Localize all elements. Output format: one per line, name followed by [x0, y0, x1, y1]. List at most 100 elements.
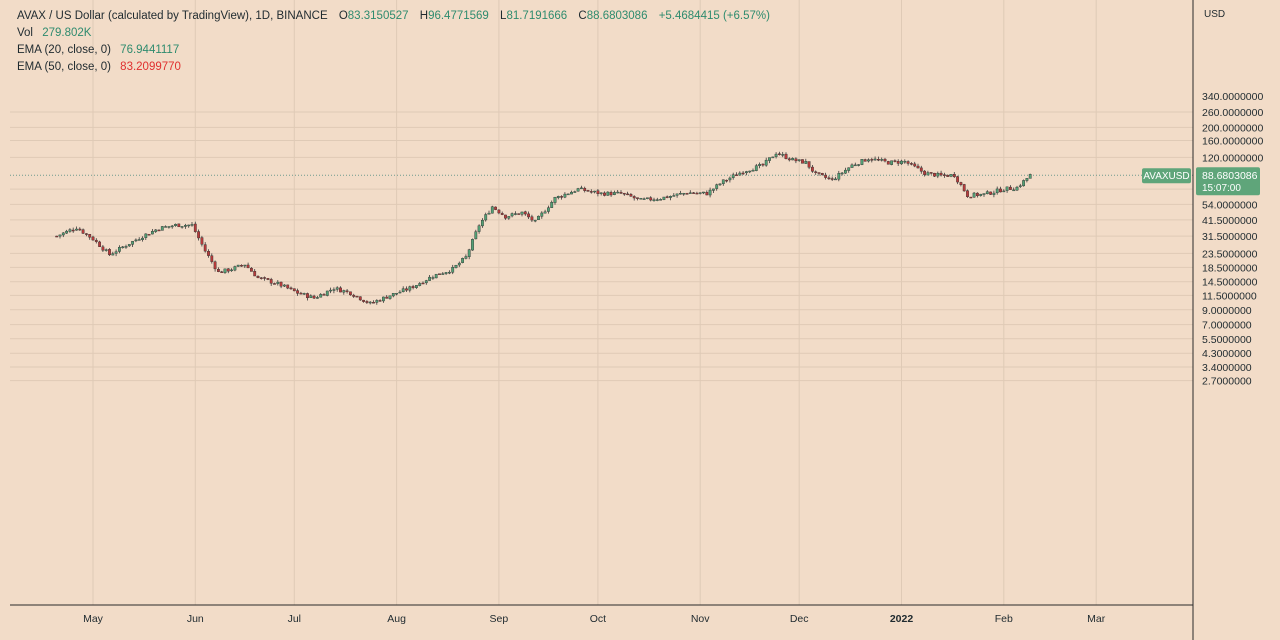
y-tick-label: 23.5000000	[1202, 248, 1258, 260]
candle	[319, 293, 323, 298]
symbol-title[interactable]: AVAX / US Dollar (calculated by TradingV…	[17, 10, 328, 22]
candle	[576, 187, 580, 192]
candle	[296, 288, 299, 296]
candle	[487, 210, 491, 215]
candle	[916, 163, 920, 169]
candle	[599, 192, 603, 196]
candle	[220, 270, 224, 273]
candle	[210, 253, 214, 264]
candle	[702, 191, 705, 195]
candle	[395, 293, 398, 296]
price-axis[interactable]: 340.0000000 260.0000000 200.0000000 160.000…	[1202, 91, 1263, 387]
candle	[985, 190, 989, 195]
candle	[603, 191, 606, 197]
candle	[547, 205, 550, 214]
candle	[167, 226, 171, 229]
candle	[933, 172, 936, 177]
candle	[424, 279, 428, 285]
ema20-value: 76.9441117	[120, 44, 180, 56]
candle	[1002, 189, 1006, 193]
candle	[784, 152, 788, 160]
candle	[1022, 179, 1026, 187]
candle	[418, 282, 422, 287]
candle	[652, 197, 656, 202]
candle	[797, 159, 801, 162]
candle	[646, 197, 649, 200]
candle	[1005, 186, 1009, 193]
x-tick-label: Nov	[691, 613, 710, 625]
candle	[593, 190, 597, 194]
candle	[649, 196, 653, 202]
candle	[273, 282, 276, 285]
candle	[335, 286, 339, 292]
candle	[570, 190, 573, 195]
candle	[622, 192, 626, 196]
ema50-row[interactable]: EMA (50, close, 0) 83.2099770	[17, 59, 770, 76]
chart-legend: AVAX / US Dollar (calculated by TradingV…	[17, 8, 770, 76]
candle	[939, 170, 943, 177]
y-tick-label: 11.5000000	[1202, 290, 1257, 302]
candle	[263, 276, 266, 281]
candle	[672, 193, 676, 197]
candle	[721, 179, 725, 186]
candle	[787, 157, 791, 162]
y-tick-label: 54.0000000	[1202, 199, 1258, 211]
candle	[246, 262, 250, 269]
candle	[233, 265, 237, 272]
candle	[768, 157, 771, 164]
vol-label: Vol	[17, 27, 33, 39]
x-tick-label: Aug	[387, 613, 406, 625]
candle	[101, 245, 105, 252]
candle	[481, 218, 484, 228]
candle	[438, 273, 441, 275]
candle	[566, 193, 570, 196]
candle	[837, 170, 841, 182]
candle	[312, 294, 316, 299]
candle	[388, 295, 392, 300]
ema20-label: EMA (20, close, 0)	[17, 44, 111, 56]
candle	[415, 285, 418, 289]
ema20-row[interactable]: EMA (20, close, 0) 76.9441117	[17, 42, 770, 59]
candle	[111, 251, 115, 256]
candle	[134, 238, 138, 243]
last-price-tag[interactable]: AVAXUSD 88.6803086 15:07:00	[1142, 167, 1260, 196]
candle	[375, 299, 379, 305]
candle	[401, 286, 405, 293]
candle	[688, 190, 692, 194]
candle	[65, 229, 69, 234]
candle	[923, 170, 927, 177]
candle	[451, 264, 455, 275]
time-axis[interactable]: May Jun Jul Aug Sep Oct Nov Dec 2022 Feb Mar	[83, 613, 1106, 625]
candle	[372, 300, 375, 304]
candle	[154, 229, 158, 233]
candle	[880, 157, 884, 162]
candle	[873, 156, 877, 161]
candle	[249, 267, 253, 272]
candle	[289, 286, 293, 290]
candle	[497, 209, 501, 215]
candle	[127, 244, 131, 247]
candle	[877, 156, 880, 162]
candle	[461, 257, 464, 264]
candle	[203, 242, 207, 253]
candle	[807, 161, 811, 170]
candle	[586, 189, 590, 192]
candle	[979, 193, 983, 197]
candle	[662, 196, 666, 201]
vol-value: 279.802K	[42, 27, 92, 39]
candle	[283, 284, 286, 288]
candle	[896, 159, 900, 166]
candle	[504, 214, 507, 220]
symbol-row: AVAX / US Dollar (calculated by TradingV…	[17, 8, 770, 25]
candle	[695, 191, 699, 195]
volume-row[interactable]: Vol 279.802K	[17, 25, 770, 42]
candle	[428, 274, 431, 281]
ohlc-open: O83.3150527	[338, 10, 409, 22]
candle	[355, 295, 359, 298]
candle	[510, 212, 514, 218]
candle	[226, 268, 230, 274]
candle	[81, 228, 85, 235]
candle	[966, 189, 969, 198]
candle	[500, 211, 504, 216]
